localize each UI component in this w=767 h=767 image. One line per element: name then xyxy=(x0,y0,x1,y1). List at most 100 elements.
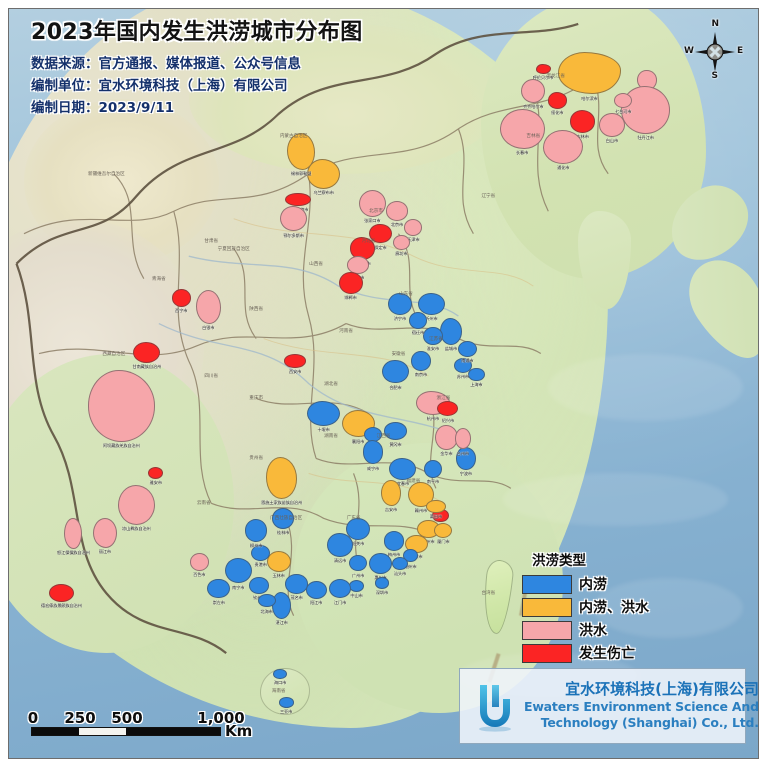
flood-city-polygon xyxy=(393,235,410,251)
flood-city-polygon xyxy=(249,577,269,594)
province-label: 云南省 xyxy=(196,501,211,507)
flood-city-polygon xyxy=(417,292,445,316)
province-label: 青海省 xyxy=(151,276,166,282)
flood-city-polygon xyxy=(614,92,633,108)
scale-bar: 0 250 500 1,000 Km xyxy=(27,709,252,740)
flood-city-polygon xyxy=(346,517,370,541)
flood-city-polygon xyxy=(307,158,341,189)
flood-city-polygon xyxy=(286,132,316,171)
flood-city-polygon xyxy=(383,531,405,551)
flood-city-polygon xyxy=(328,578,352,599)
flood-city-polygon xyxy=(599,113,625,138)
flood-city-polygon xyxy=(278,697,294,708)
province-label: 四川省 xyxy=(204,374,219,379)
province-label: 山东省 xyxy=(399,291,413,297)
flood-city-polygon xyxy=(374,576,390,589)
flood-city-polygon xyxy=(535,63,551,75)
flood-city-polygon xyxy=(189,552,209,571)
legend-item[interactable]: 内涝、洪水 xyxy=(522,597,670,617)
legend-item-label: 内涝 xyxy=(579,577,607,593)
legend-item[interactable]: 内涝 xyxy=(522,574,670,594)
province-label: 河南省 xyxy=(339,329,353,335)
legend-color-swatch xyxy=(522,574,572,594)
scale-tick: 250 xyxy=(64,709,96,727)
company-logo-box: 宜水环境科技(上海)有限公司 Ewaters Environment Scien… xyxy=(459,668,758,744)
flood-city-polygon xyxy=(280,205,308,232)
flood-city-polygon xyxy=(369,223,392,244)
province-label: 重庆市 xyxy=(249,396,264,402)
flood-city-polygon xyxy=(437,401,459,417)
legend-item[interactable]: 发生伤亡 xyxy=(522,643,670,663)
company-name-block: 宜水环境科技(上海)有限公司 Ewaters Environment Scien… xyxy=(524,680,759,731)
company-name-en-line1: Ewaters Environment Science And xyxy=(524,699,759,715)
scale-segment xyxy=(32,728,79,735)
province-label: 甘肃省 xyxy=(204,239,219,245)
scale-segment xyxy=(79,728,126,735)
compass-label-south: S xyxy=(711,71,718,81)
flood-city-polygon xyxy=(547,92,567,109)
scale-tick-labels: 0 250 500 1,000 xyxy=(27,709,251,727)
flood-city-polygon xyxy=(358,190,386,218)
flood-city-polygon xyxy=(307,400,341,427)
flood-city-polygon xyxy=(387,292,412,316)
province-label: 广西壮族自治区 xyxy=(270,516,303,522)
province-label: 北京市 xyxy=(369,209,383,215)
flood-city-polygon xyxy=(64,517,83,550)
scale-unit-label: Km xyxy=(225,722,253,740)
flood-city-polygon xyxy=(389,457,417,481)
flood-city-polygon xyxy=(369,552,392,574)
province-label: 江苏省 xyxy=(429,336,443,342)
bathymetry-streak xyxy=(503,473,729,526)
flood-city-polygon xyxy=(543,129,584,165)
scale-tick: 500 xyxy=(111,709,143,727)
scale-tick: 0 xyxy=(27,709,39,727)
bathymetry-streak xyxy=(548,353,743,421)
flood-city-polygon xyxy=(273,668,287,680)
compass-label-east: E xyxy=(737,45,744,56)
flood-city-polygon xyxy=(521,79,546,104)
compass-label-north: N xyxy=(711,19,720,29)
province-label: 安徽省 xyxy=(391,351,406,357)
flood-city-polygon xyxy=(453,358,472,373)
province-label: 海南省 xyxy=(271,688,286,694)
legend-item[interactable]: 洪水 xyxy=(522,620,670,640)
province-label: 吉林省 xyxy=(526,134,541,140)
province-label: 湖南省 xyxy=(324,433,338,439)
province-label: 福建省 xyxy=(406,478,421,484)
province-label: 陕西省 xyxy=(249,306,264,312)
flood-city-polygon xyxy=(408,312,427,329)
flood-city-polygon xyxy=(148,467,164,480)
province-label: 辽宁省 xyxy=(481,194,496,200)
province-label: 宁夏回族自治区 xyxy=(217,246,250,252)
legend: 洪涝类型 内涝内涝、洪水洪水发生伤亡 xyxy=(522,549,670,666)
flood-city-polygon xyxy=(92,518,117,549)
province-label: 西藏自治区 xyxy=(102,351,126,357)
ewaters-logo-icon xyxy=(466,677,524,735)
flood-city-polygon xyxy=(48,584,75,603)
compass-icon xyxy=(695,32,735,72)
province-label: 贵州省 xyxy=(249,456,264,462)
flood-city-polygon xyxy=(362,440,384,465)
legend-color-swatch xyxy=(522,597,572,617)
flood-city-polygon xyxy=(454,428,472,450)
flood-city-polygon xyxy=(426,499,446,514)
legend-item-label: 发生伤亡 xyxy=(579,646,635,662)
flood-city-polygon xyxy=(224,558,252,584)
province-label: 湖北省 xyxy=(324,381,338,387)
province-label: 台湾省 xyxy=(481,591,496,597)
flood-city-polygon xyxy=(87,370,156,442)
flood-city-polygon xyxy=(468,367,485,382)
landmass-korea xyxy=(578,211,631,309)
province-label: 广东省 xyxy=(346,516,361,522)
legend-item-label: 洪水 xyxy=(579,623,607,639)
province-label: 黑龙江省 xyxy=(546,74,565,80)
bathymetry-streak xyxy=(593,578,744,639)
flood-city-polygon xyxy=(423,459,442,478)
province-label: 河北省 xyxy=(361,239,376,245)
legend-title: 洪涝类型 xyxy=(532,553,586,569)
company-name-cn: 宜水环境科技(上海)有限公司 xyxy=(565,680,759,699)
flood-city-polygon xyxy=(117,484,156,526)
flood-city-polygon xyxy=(133,341,161,363)
flood-city-polygon xyxy=(257,593,276,608)
flood-city-polygon xyxy=(327,533,353,558)
